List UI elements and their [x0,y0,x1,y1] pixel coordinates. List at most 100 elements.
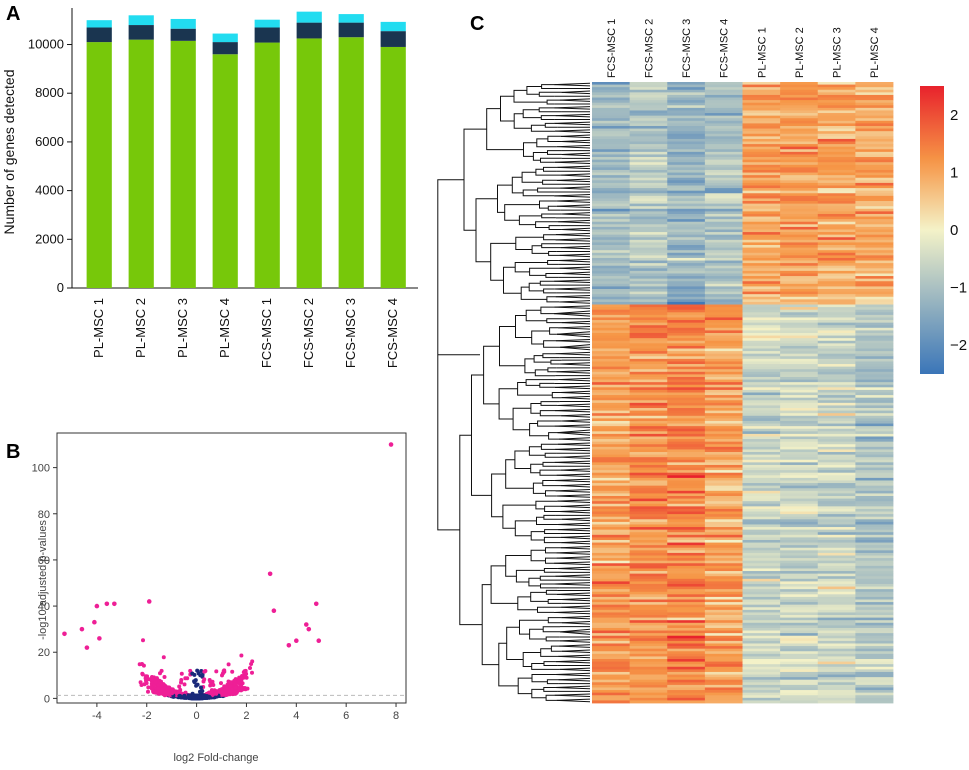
volcano-point-highlight-8 [271,608,277,613]
heatmap-cell [704,376,743,380]
volcano-y-tick-label: 100 [32,463,50,475]
heatmap-cell [817,602,856,606]
heatmap-cell [817,625,856,629]
dendrogram-leaf [561,518,591,522]
heatmap-cell [704,638,743,642]
heatmap-cell [742,413,781,417]
volcano-point [230,692,235,697]
heatmap-cell [780,211,819,215]
heatmap-cell [704,151,743,155]
volcano-point [140,671,145,676]
dendrogram-branch [535,221,559,228]
heatmap-cell [629,508,668,512]
heatmap-cell [667,94,706,98]
heatmap-cell [592,283,631,287]
heatmap-cell [629,128,668,132]
heatmap-cell [817,630,856,634]
heatmap-cell [592,201,631,205]
bar-y-tick-label: 0 [57,280,64,295]
heatmap-cell [817,345,856,349]
dendrogram-leaf [555,674,591,677]
heatmap-cell [592,128,631,132]
heatmap-cell [780,185,819,189]
heatmap-cell [667,589,706,593]
volcano-point [202,677,207,682]
heatmap-cell [629,405,668,409]
heatmap-cell [667,358,706,362]
heatmap-cell [780,514,819,518]
heatmap-cell [629,607,668,611]
heatmap-cell [742,661,781,665]
heatmap-cell [629,511,668,515]
dendrogram-branch [546,296,560,303]
dendrogram-leaf [556,146,591,149]
heatmap-cell [704,576,743,580]
heatmap-cell [629,452,668,455]
heatmap-cell [855,560,894,564]
heatmap-cell [742,521,781,525]
dendrogram-leaf [555,296,591,299]
heatmap-cell [742,428,781,432]
heatmap-cell [629,299,668,303]
heatmap-cell [592,203,631,207]
heatmap-cell [667,206,706,210]
heatmap-cell [704,418,743,422]
heatmap-cell [780,534,819,538]
heatmap-cell [704,439,743,443]
heatmap-cell [592,697,631,701]
heatmap-cell [629,301,668,305]
heatmap-cell [780,281,819,285]
heatmap-cell [855,480,894,484]
volcano-point [141,638,145,643]
heatmap-cell [742,263,781,267]
dendrogram-leaf [555,448,591,452]
heatmap-cell [817,462,856,466]
heatmap-cell [592,371,631,375]
heatmap-cell [742,633,781,637]
heatmap-cell [817,356,856,360]
heatmap-cell [855,612,894,616]
heatmap-cell [742,182,781,186]
heatmap-cell [629,586,668,590]
volcano-point-highlight-15 [97,636,102,641]
heatmap-cell [742,599,781,603]
heatmap-cell [667,594,706,598]
heatmap-cell [704,338,743,342]
heatmap-cell [742,558,781,562]
heatmap-cell [704,571,743,575]
heatmap-cell [592,327,631,331]
heatmap-cell [817,604,856,608]
heatmap-cell [855,260,894,264]
heatmap-cell [704,596,743,600]
dendrogram-branch [525,379,559,386]
heatmap-cell [592,247,631,251]
heatmap-cell [629,376,668,380]
heatmap-column-label: PL-MSC 4 [869,27,881,78]
dendrogram-leaf [556,179,591,183]
heatmap-cell [780,524,819,528]
heatmap-cell [817,361,856,365]
heatmap-cell [592,102,631,106]
heatmap-cell [817,457,856,461]
heatmap-cell [817,516,856,520]
heatmap-cell [667,141,706,145]
heatmap-cell [592,138,631,142]
heatmap-cell [742,351,781,355]
heatmap-cell [780,289,819,292]
heatmap-cell [855,521,894,525]
heatmap-cell [629,255,668,259]
heatmap-cell [780,690,819,694]
heatmap-cell [667,260,706,264]
dendrogram-branch [525,309,547,322]
dendrogram-leaf [554,425,591,428]
heatmap-cell [742,226,781,230]
heatmap-cell [592,514,631,518]
heatmap-cell [855,294,894,298]
heatmap-cell [742,395,781,399]
heatmap-cell [704,141,743,145]
dendrogram-branch [544,122,558,128]
heatmap-cell [855,320,894,324]
heatmap-cell [742,625,781,629]
heatmap-cell [592,175,631,179]
heatmap-cell [817,452,856,455]
